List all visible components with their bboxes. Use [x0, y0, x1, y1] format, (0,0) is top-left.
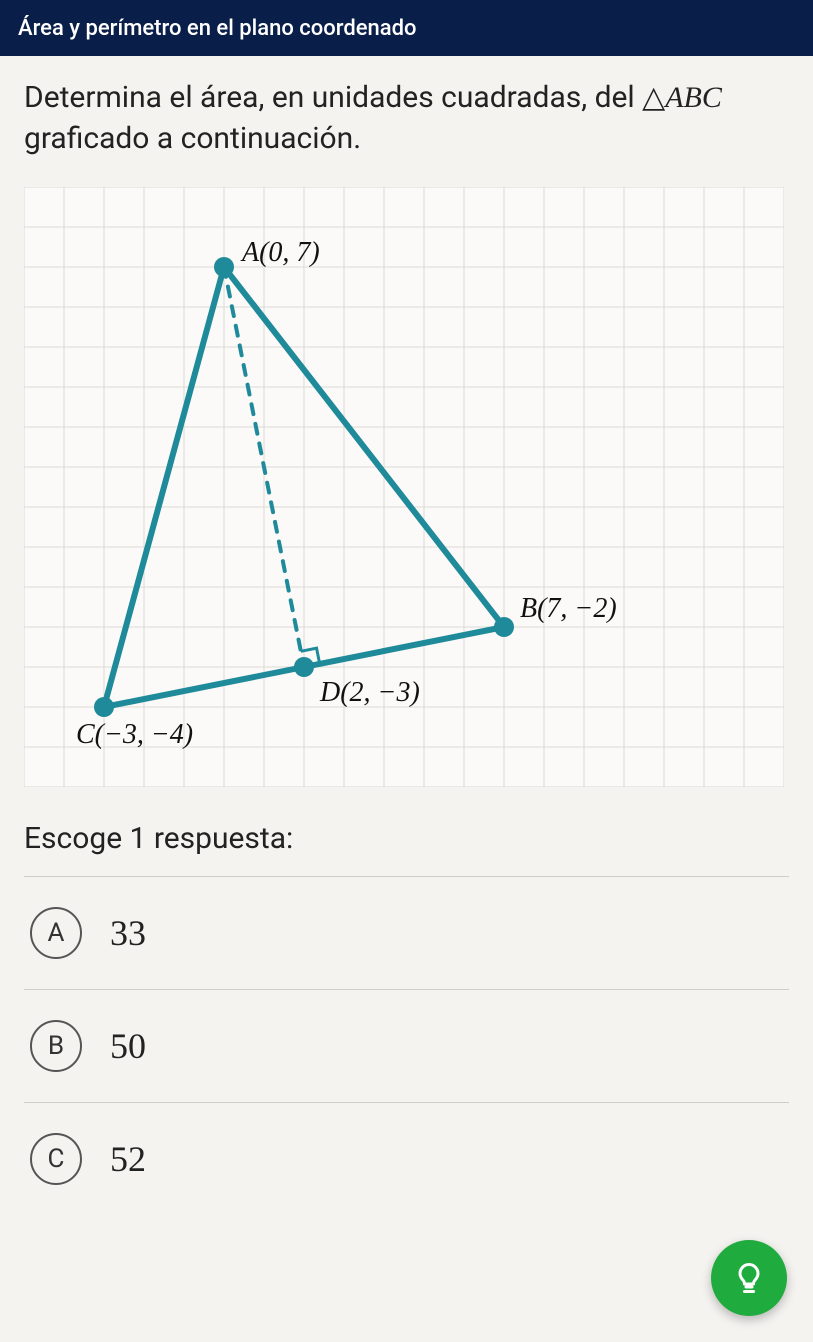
triangle-name: ABC — [665, 81, 722, 114]
question-text: Determina el área, en unidades cuadradas… — [24, 78, 789, 159]
question-prefix: Determina el área, en unidades cuadradas… — [24, 80, 642, 115]
header-title: Área y perímetro en el plano coordenado — [18, 16, 416, 41]
option-c[interactable]: C 52 — [24, 1102, 789, 1215]
triangle-symbol: △ — [642, 81, 665, 114]
content: Determina el área, en unidades cuadradas… — [0, 56, 813, 1215]
svg-text:B(7, −2): B(7, −2) — [520, 593, 617, 624]
lightbulb-icon — [731, 1260, 767, 1296]
option-value: 52 — [110, 1138, 146, 1180]
option-a[interactable]: A 33 — [24, 876, 789, 989]
options-list: A 33 B 50 C 52 — [24, 876, 789, 1215]
question-suffix: graficado a continuación. — [24, 121, 361, 156]
option-letter: C — [30, 1133, 82, 1185]
graph-wrap: A(0, 7) B(7, −2) C(−3, −4) D(2, −3) — [24, 187, 789, 787]
svg-text:D(2, −3): D(2, −3) — [319, 677, 420, 708]
choose-prompt: Escoge 1 respuesta: — [24, 821, 789, 856]
option-letter: B — [30, 1020, 82, 1072]
option-value: 33 — [110, 912, 146, 954]
hint-button[interactable] — [711, 1240, 787, 1316]
svg-text:A(0, 7): A(0, 7) — [240, 237, 320, 268]
option-letter: A — [30, 907, 82, 959]
header-bar: Área y perímetro en el plano coordenado — [0, 0, 813, 56]
triangle-graph: A(0, 7) B(7, −2) C(−3, −4) D(2, −3) — [24, 187, 784, 787]
option-b[interactable]: B 50 — [24, 989, 789, 1102]
svg-text:C(−3, −4): C(−3, −4) — [76, 719, 193, 750]
option-value: 50 — [110, 1025, 146, 1067]
